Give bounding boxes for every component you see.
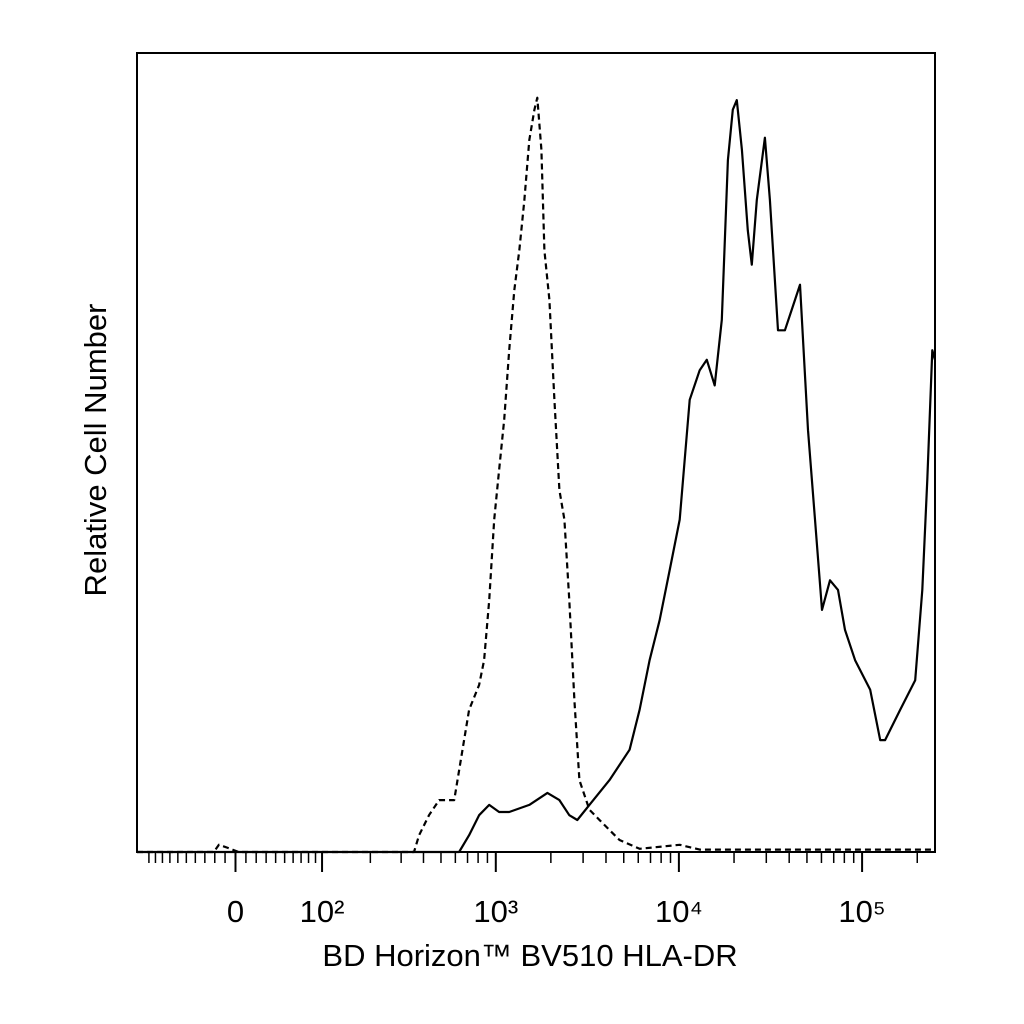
x-tick-label: 10⁴ (655, 894, 703, 929)
x-tick-label: 0 (227, 894, 244, 929)
dashed-histogram (137, 96, 935, 854)
x-tick-label: 10⁵ (838, 894, 885, 929)
x-tick-label: 10² (300, 894, 345, 929)
plot-frame (136, 52, 936, 853)
x-axis-label: BD Horizon™ BV510 HLA-DR (322, 938, 737, 973)
x-tick-label: 10³ (473, 894, 518, 929)
y-axis-label: Relative Cell Number (78, 304, 113, 597)
solid-histogram (137, 99, 937, 854)
